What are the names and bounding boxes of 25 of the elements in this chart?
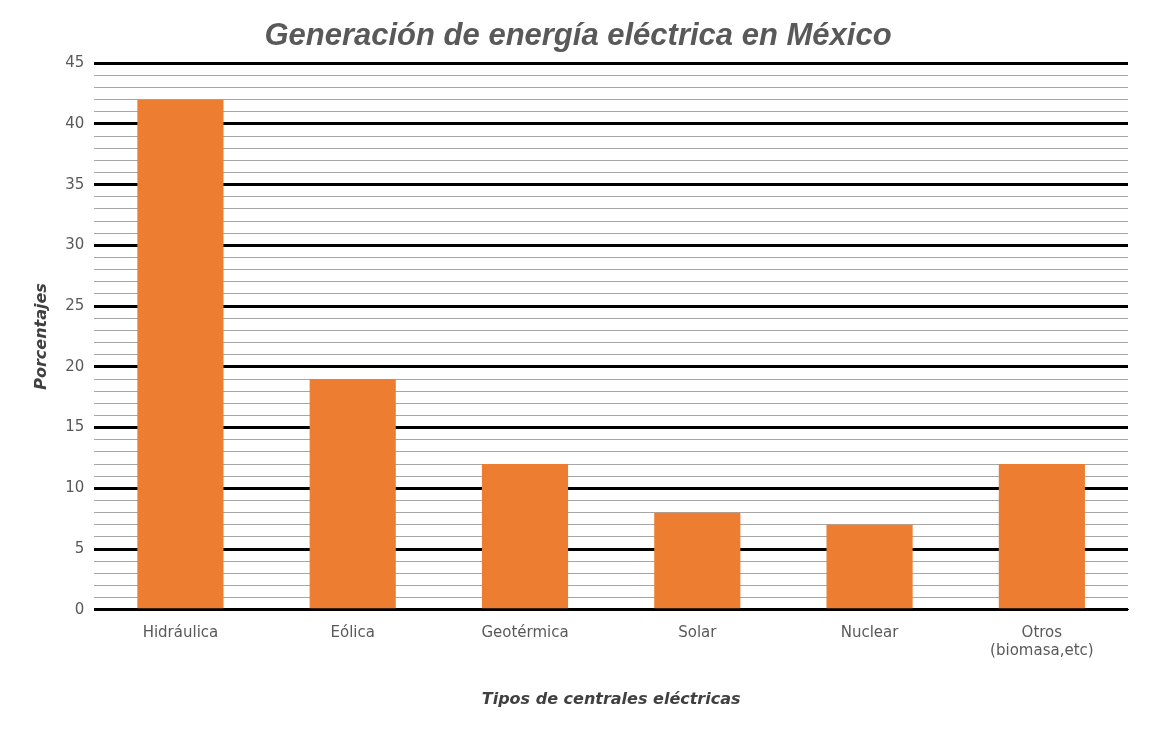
y-tick-label: 25 (65, 296, 85, 315)
y-tick-label: 40 (65, 113, 85, 132)
bar (654, 512, 741, 609)
x-tick-label: Otros (biomasa,etc) (990, 622, 1094, 659)
x-tick-label: Eólica (330, 622, 375, 641)
x-tick-label: Hidráulica (142, 622, 219, 641)
bar (481, 464, 569, 609)
x-tick-label: Geotérmica (481, 622, 569, 641)
y-tick-label: 35 (65, 174, 85, 193)
y-tick-label: 15 (65, 417, 85, 436)
bar (137, 99, 224, 609)
x-tick-label: Solar (678, 622, 718, 641)
bar (998, 464, 1085, 609)
y-tick-label: 10 (65, 478, 85, 497)
y-tick-label: 45 (65, 53, 85, 72)
bar (309, 379, 396, 609)
x-tick-label: Nuclear (840, 622, 900, 641)
y-tick-label: 20 (65, 356, 85, 375)
bar (826, 524, 913, 609)
y-axis-title: Porcentajes (30, 283, 50, 390)
x-axis-title: Tipos de centrales eléctricas (481, 688, 741, 708)
y-tick-label: 5 (74, 538, 85, 557)
y-tick-label: 0 (74, 599, 85, 618)
y-tick-label: 30 (65, 235, 85, 254)
chart-title: Generación de energía eléctrica en México (264, 17, 892, 53)
